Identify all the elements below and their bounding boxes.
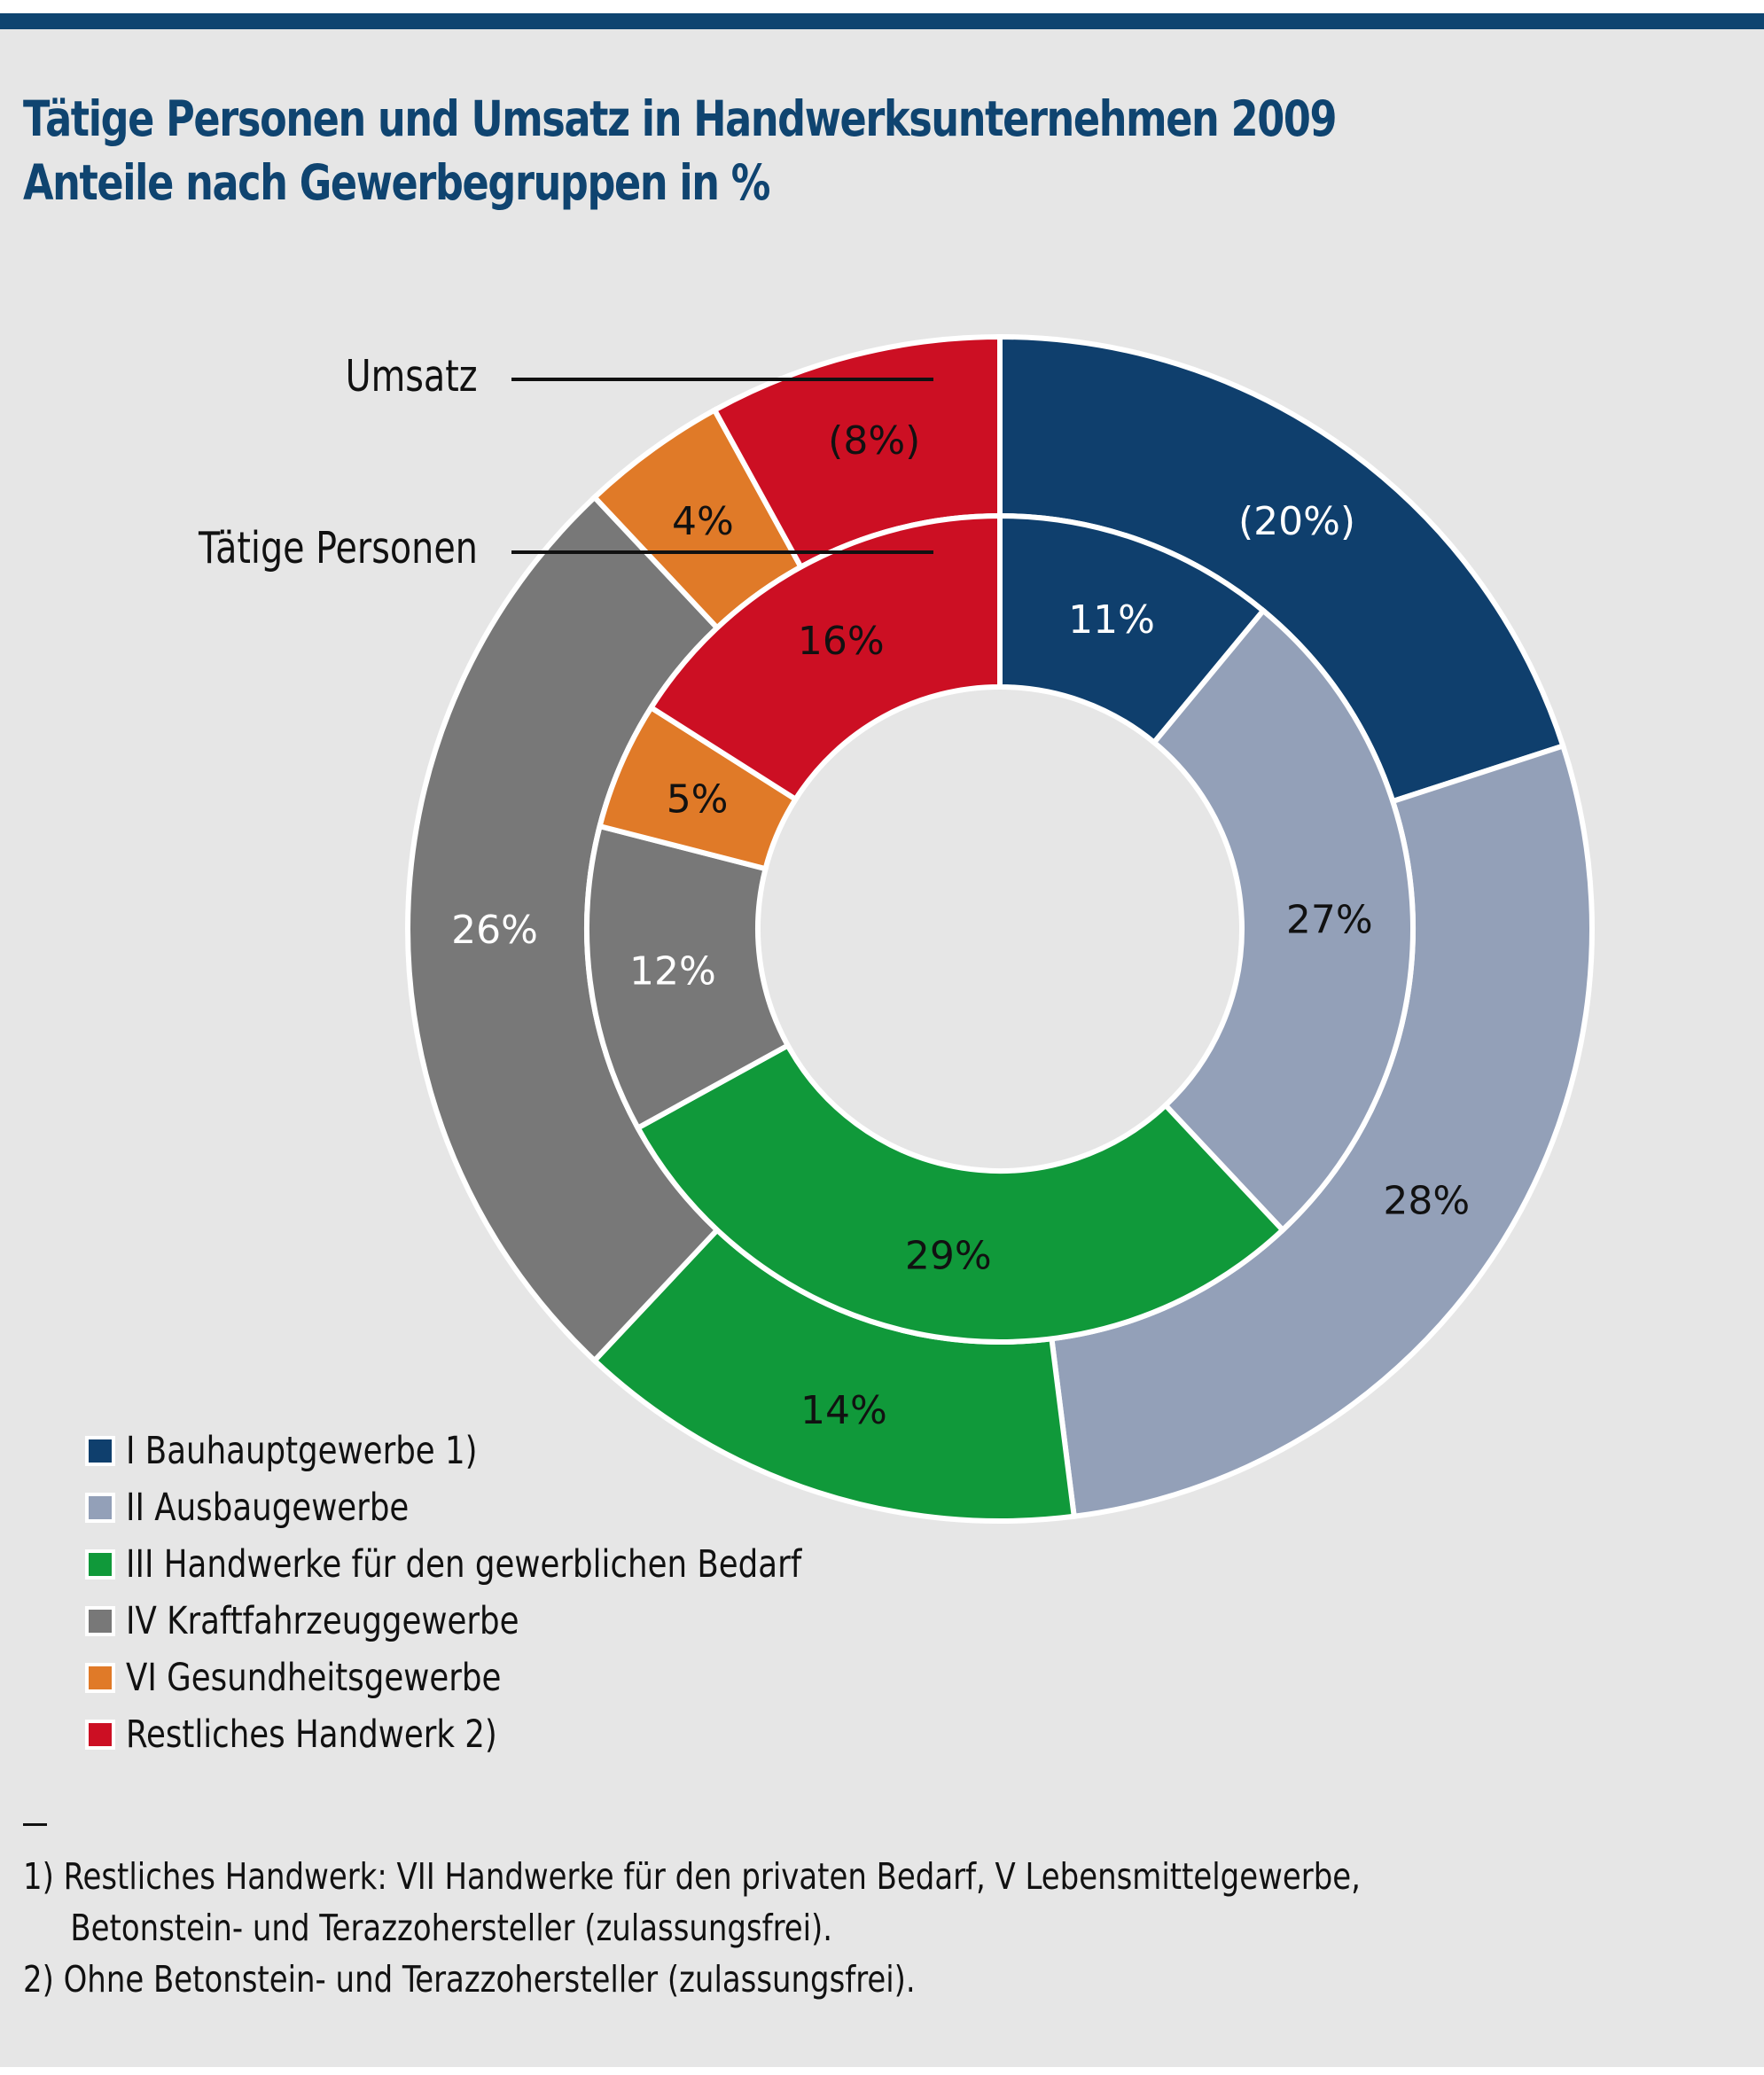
legend-item: Restliches Handwerk 2) <box>85 1706 861 1763</box>
footnote-1-line-1: 1) Restliches Handwerk: VII Handwerke fü… <box>23 1855 1361 1898</box>
inner-slice-label-1: 27% <box>1286 897 1373 942</box>
legend: I Bauhauptgewerbe 1) II Ausbaugewerbe II… <box>85 1423 861 1763</box>
outer-slice-label-0: (20%) <box>1238 499 1355 544</box>
outer-slice-label-5: (8%) <box>828 418 920 464</box>
inner-slice-label-2: 29% <box>905 1233 992 1278</box>
legend-swatch-icon <box>85 1493 115 1523</box>
legend-swatch-icon <box>85 1663 115 1693</box>
inner-slice-5 <box>647 512 1003 803</box>
footnotes: 1) Restliches Handwerk: VII Handwerke fü… <box>23 1851 1361 2005</box>
legend-label: I Bauhauptgewerbe 1) <box>126 1429 478 1473</box>
inner-slice-label-0: 11% <box>1068 597 1155 643</box>
chart-title: Tätige Personen und Umsatz in Handwerksu… <box>23 87 1337 215</box>
legend-swatch-icon <box>85 1720 115 1750</box>
legend-item: I Bauhauptgewerbe 1) <box>85 1423 861 1479</box>
inner-slice-3 <box>584 823 792 1132</box>
legend-swatch-icon <box>85 1549 115 1580</box>
legend-label: II Ausbaugewerbe <box>126 1486 410 1530</box>
inner-slice-label-4: 5% <box>667 776 729 822</box>
inner-slice-1 <box>1150 606 1416 1234</box>
inner-slice-2 <box>634 1041 1287 1345</box>
footnote-2: 2) Ohne Betonstein- und Terazzoherstelle… <box>23 1958 916 2001</box>
legend-item: IV Kraftfahrzeuggewerbe <box>85 1593 861 1650</box>
title-line-1: Tätige Personen und Umsatz in Handwerksu… <box>23 90 1337 147</box>
inner-slice-label-3: 12% <box>629 949 716 995</box>
legend-label: IV Kraftfahrzeuggewerbe <box>126 1599 519 1643</box>
top-accent-bar <box>0 13 1764 29</box>
footnote-divider <box>23 1823 47 1826</box>
personen-ring-label: Tätige Personen <box>199 523 478 573</box>
legend-item: II Ausbaugewerbe <box>85 1479 861 1536</box>
legend-item: III Handwerke für den gewerblichen Bedar… <box>85 1536 861 1593</box>
outer-slice-label-3: 26% <box>451 908 538 953</box>
inner-slice-label-5: 16% <box>798 619 885 664</box>
inner-ring-taetige-personen <box>584 512 1416 1345</box>
outer-slice-label-1: 28% <box>1383 1178 1470 1223</box>
legend-swatch-icon <box>85 1606 115 1636</box>
slice-labels: (20%) 28% 14% 26% 4% (8%) 11% 27% 29% 12% 5% 16% <box>451 418 1470 1433</box>
legend-swatch-icon <box>85 1436 115 1466</box>
legend-item: VI Gesundheitsgewerbe <box>85 1650 861 1706</box>
title-line-2: Anteile nach Gewerbegruppen in % <box>23 154 770 211</box>
outer-slice-label-2: 14% <box>800 1388 887 1433</box>
outer-slice-label-4: 4% <box>672 499 734 544</box>
legend-label: Restliches Handwerk 2) <box>126 1712 497 1757</box>
legend-label: VI Gesundheitsgewerbe <box>126 1656 502 1700</box>
legend-label: III Handwerke für den gewerblichen Bedar… <box>126 1542 802 1587</box>
footnote-1-line-2: Betonstein- und Terazzohersteller (zulas… <box>70 1907 833 1949</box>
umsatz-ring-label: Umsatz <box>345 351 478 402</box>
